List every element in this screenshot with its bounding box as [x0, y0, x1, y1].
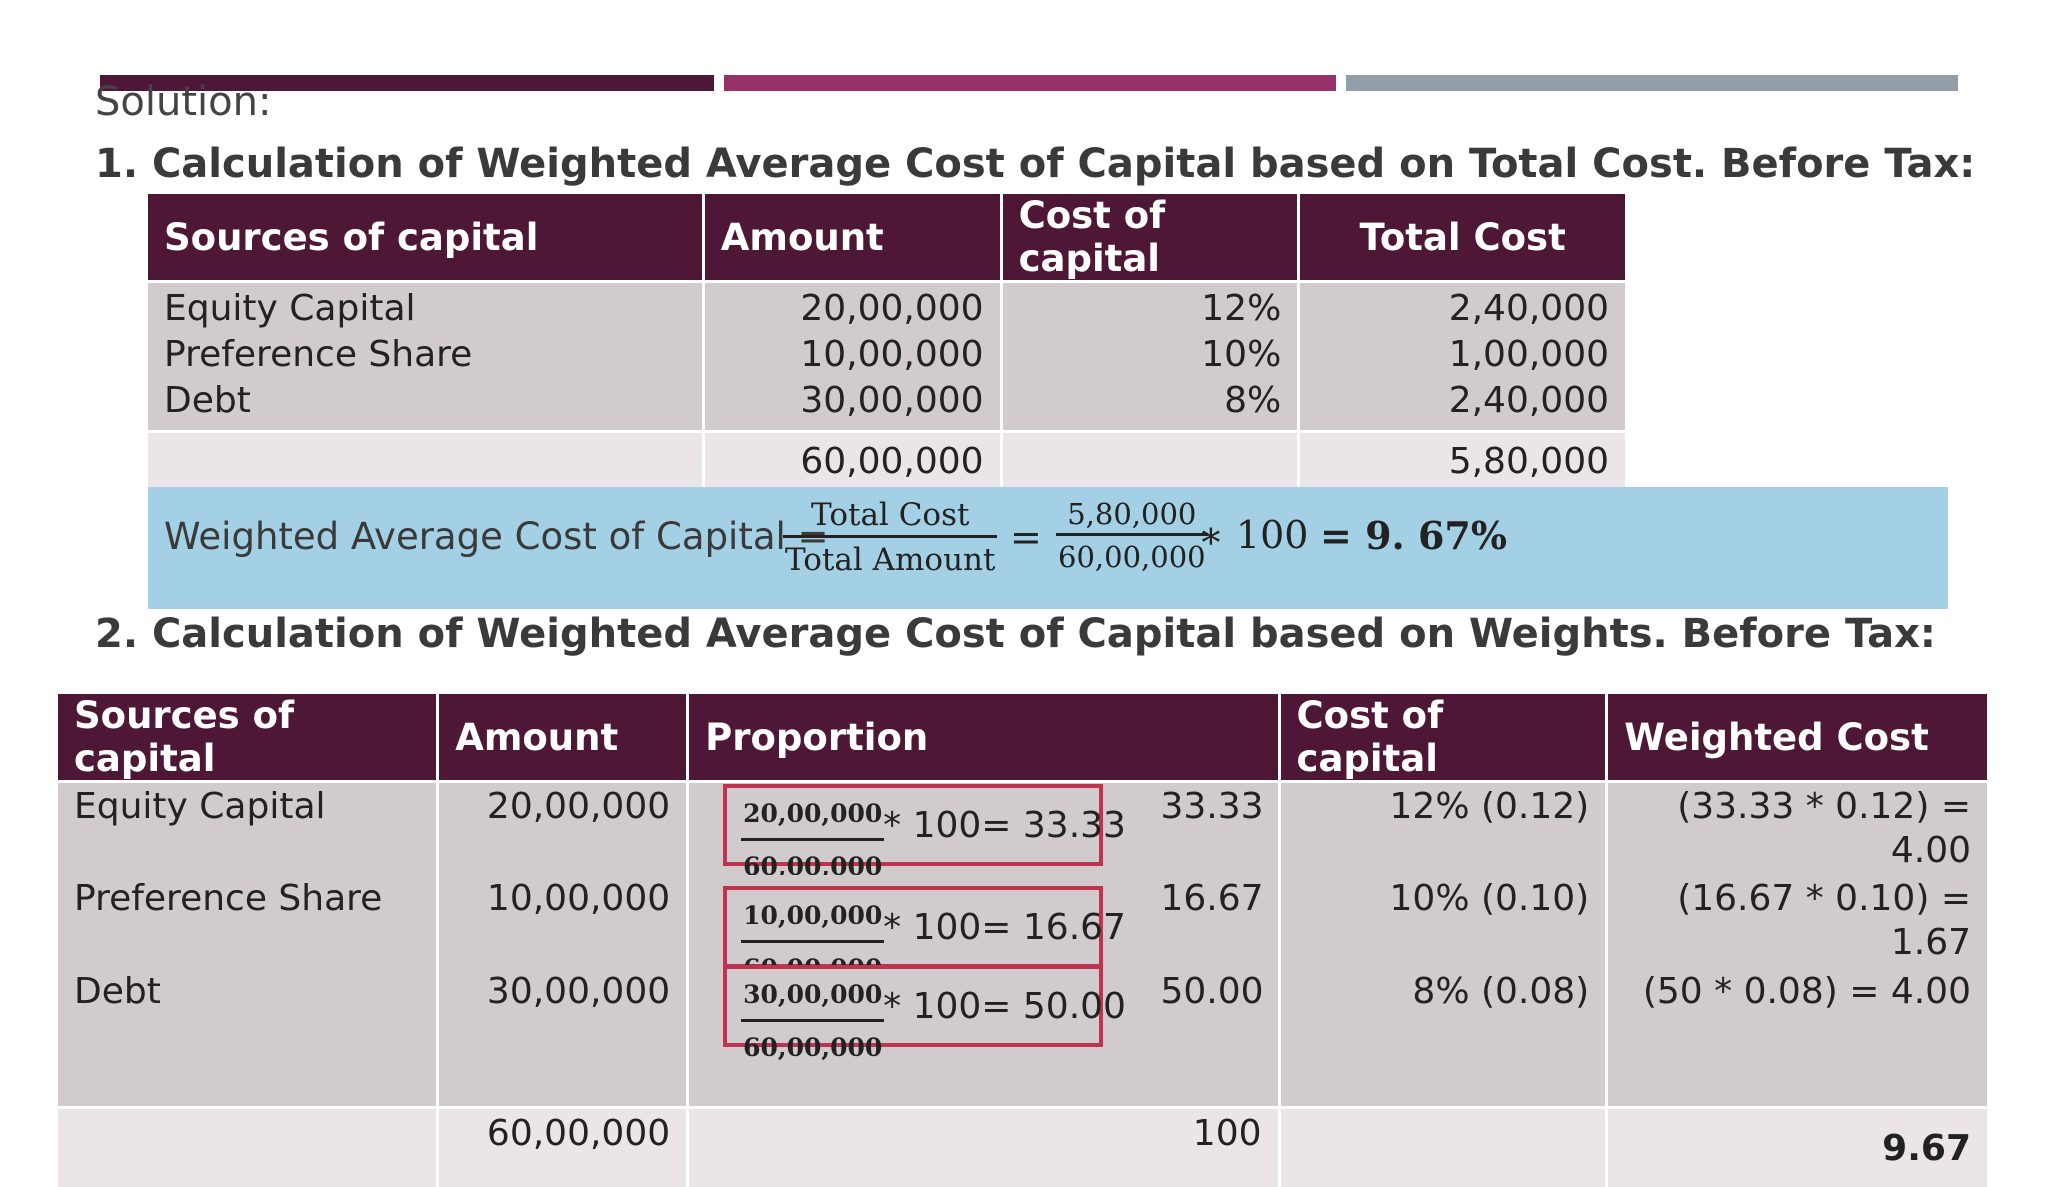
amount-cell: 30,00,000	[721, 378, 984, 424]
wacc-formula-box: Weighted Average Cost of Capital = Total…	[148, 487, 1948, 609]
totals-blank	[58, 1108, 438, 1187]
header-amount: Amount	[438, 694, 688, 782]
amount-cell: 20,00,000	[721, 286, 984, 332]
heading-weights: 2. Calculation of Weighted Average Cost …	[95, 608, 1936, 660]
total-amount-cell: 60,00,000	[438, 1108, 688, 1187]
totals-row: 60,00,000 100 9.67	[58, 1108, 1989, 1187]
total-cost-column: 2,40,000 1,00,000 2,40,000	[1299, 282, 1627, 432]
formula-result: = 9. 67%	[1320, 513, 1507, 558]
amount-cell: 20,00,000	[438, 782, 688, 875]
header-amount: Amount	[703, 194, 1001, 282]
amount-cell: 10,00,000	[438, 875, 688, 968]
header-cost: Cost of capital	[1279, 694, 1607, 782]
accent-bar-magenta	[724, 75, 1336, 91]
amount-cell: 30,00,000	[438, 968, 688, 1108]
proportion-value: 16.67	[1160, 877, 1263, 921]
sources-column: Equity Capital Preference Share Debt	[148, 282, 703, 432]
formula-fraction-values: 5,80,000 60,00,000	[1056, 497, 1208, 574]
totals-blank	[1279, 1108, 1607, 1187]
source-cell: Debt	[164, 378, 686, 424]
total-cost-sum-cell: 5,80,000	[1299, 432, 1627, 494]
cost-cell: 10%	[1019, 332, 1282, 378]
totals-row: 60,00,000 5,80,000	[148, 432, 1627, 494]
formula-fraction-words: Total Cost Total Amount	[783, 497, 997, 578]
proportion-expression: * 100= 33.33	[883, 804, 1126, 848]
fraction-denominator: 60,00,000	[1056, 533, 1208, 574]
header-weighted-cost: Weighted Cost	[1607, 694, 1989, 782]
total-cost-cell: 2,40,000	[1316, 286, 1609, 332]
totals-blank	[148, 432, 703, 494]
proportion-calc-box: 10,00,000 60,00,000 * 100= 16.67	[723, 886, 1103, 968]
fraction-denominator: 60,00,000	[741, 1019, 884, 1070]
formula-label: Weighted Average Cost of Capital =	[164, 515, 829, 558]
header-total-cost: Total Cost	[1299, 194, 1627, 282]
fraction-numerator: 10,00,000	[741, 894, 884, 940]
table-row: Equity Capital Preference Share Debt 20,…	[148, 282, 1627, 432]
total-weighted-cost-cell: 9.67	[1607, 1108, 1989, 1187]
weighted-cost-cell: (16.67 * 0.10) = 1.67	[1607, 875, 1989, 968]
fraction-numerator: 30,00,000	[741, 973, 884, 1019]
source-cell: Equity Capital	[58, 782, 438, 875]
table-row: Debt 30,00,000 30,00,000 60,00,000 * 100…	[58, 968, 1989, 1108]
wacc-weights-table: Sources of capital Amount Proportion Cos…	[58, 694, 1990, 1187]
cost-column: 12% 10% 8%	[1001, 282, 1299, 432]
cost-cell: 8% (0.08)	[1279, 968, 1607, 1108]
total-proportion-cell: 100	[688, 1108, 1279, 1187]
table-header-row: Sources of capital Amount Proportion Cos…	[58, 694, 1989, 782]
formula-equals: =	[1010, 515, 1042, 559]
totals-blank	[1001, 432, 1299, 494]
fraction-denominator: Total Amount	[783, 535, 997, 578]
wacc-total-cost-table: Sources of capital Amount Cost of capita…	[148, 194, 1628, 494]
proportion-calc-box: 30,00,000 60,00,000 * 100= 50.00	[723, 965, 1103, 1047]
table-row: Equity Capital 20,00,000 20,00,000 60,00…	[58, 782, 1989, 875]
fraction-numerator: 5,80,000	[1056, 497, 1208, 533]
source-cell: Equity Capital	[164, 286, 686, 332]
proportion-calc-box: 20,00,000 60,00,000 * 100= 33.33	[723, 784, 1103, 866]
proportion-cell: 10,00,000 60,00,000 * 100= 16.67 16.67	[688, 875, 1279, 968]
proportion-expression: * 100= 16.67	[883, 906, 1126, 950]
amount-cell: 10,00,000	[721, 332, 984, 378]
proportion-cell: 30,00,000 60,00,000 * 100= 50.00 50.00	[688, 968, 1279, 1108]
cost-cell: 10% (0.10)	[1279, 875, 1607, 968]
fraction-numerator: Total Cost	[783, 497, 997, 535]
weighted-cost-cell: (33.33 * 0.12) = 4.00	[1607, 782, 1989, 875]
formula-times-100: ∗ 100	[1198, 513, 1308, 557]
source-cell: Debt	[58, 968, 438, 1108]
heading-total-cost: 1. Calculation of Weighted Average Cost …	[95, 138, 1975, 190]
source-cell: Preference Share	[164, 332, 686, 378]
fraction-numerator: 20,00,000	[741, 792, 884, 838]
proportion-value: 33.33	[1160, 785, 1263, 829]
header-sources: Sources of capital	[148, 194, 703, 282]
total-cost-cell: 1,00,000	[1316, 332, 1609, 378]
cost-cell: 12%	[1019, 286, 1282, 332]
accent-bar-slate	[1346, 75, 1958, 91]
total-amount-cell: 60,00,000	[703, 432, 1001, 494]
cost-cell: 8%	[1019, 378, 1282, 424]
proportion-expression: * 100= 50.00	[883, 985, 1126, 1029]
amount-column: 20,00,000 10,00,000 30,00,000	[703, 282, 1001, 432]
cost-cell: 12% (0.12)	[1279, 782, 1607, 875]
proportion-value: 50.00	[1160, 970, 1263, 1014]
proportion-cell: 20,00,000 60,00,000 * 100= 33.33 33.33	[688, 782, 1279, 875]
table-header-row: Sources of capital Amount Cost of capita…	[148, 194, 1627, 282]
header-sources: Sources of capital	[58, 694, 438, 782]
table-row: Preference Share 10,00,000 10,00,000 60,…	[58, 875, 1989, 968]
weighted-cost-cell: (50 * 0.08) = 4.00	[1607, 968, 1989, 1108]
source-cell: Preference Share	[58, 875, 438, 968]
proportion-fraction: 30,00,000 60,00,000	[741, 973, 884, 1070]
header-proportion: Proportion	[688, 694, 1279, 782]
total-cost-cell: 2,40,000	[1316, 378, 1609, 424]
solution-label: Solution:	[95, 76, 271, 128]
header-cost: Cost of capital	[1001, 194, 1299, 282]
